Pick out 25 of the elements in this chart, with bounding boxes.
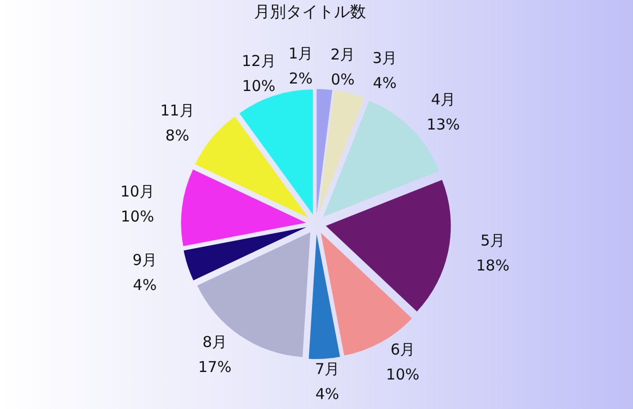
slice-label: 5月: [480, 232, 506, 250]
slice-label: 9月: [132, 250, 158, 269]
data-label: 10%: [386, 366, 420, 384]
text: 0%: [330, 70, 355, 88]
data-label: 17%: [198, 358, 232, 376]
data-label: 18%: [476, 256, 510, 275]
category-label: 2月: [330, 45, 356, 64]
slice-label: 10月: [120, 182, 154, 200]
chart-title: 月別タイトル数: [253, 2, 367, 22]
slice-label: 1月: [288, 44, 314, 62]
data-label: 4%: [132, 276, 157, 294]
slice-label: 3月: [372, 49, 398, 68]
data-label: 10%: [242, 76, 276, 95]
slice-label: 7月: [315, 360, 340, 378]
slice-label: 6月: [390, 340, 415, 359]
data-label: 4%: [372, 74, 397, 92]
slice-label: 8月: [202, 332, 228, 351]
data-label: 10%: [120, 207, 154, 226]
data-label: 8%: [165, 126, 190, 144]
slice-label: 12月: [242, 52, 276, 70]
data-label: 2%: [288, 69, 313, 88]
slice-label: 4月: [431, 90, 456, 108]
data-label: 4%: [315, 384, 340, 403]
data-label: 13%: [426, 115, 460, 134]
slice-label: 11月: [160, 101, 194, 120]
